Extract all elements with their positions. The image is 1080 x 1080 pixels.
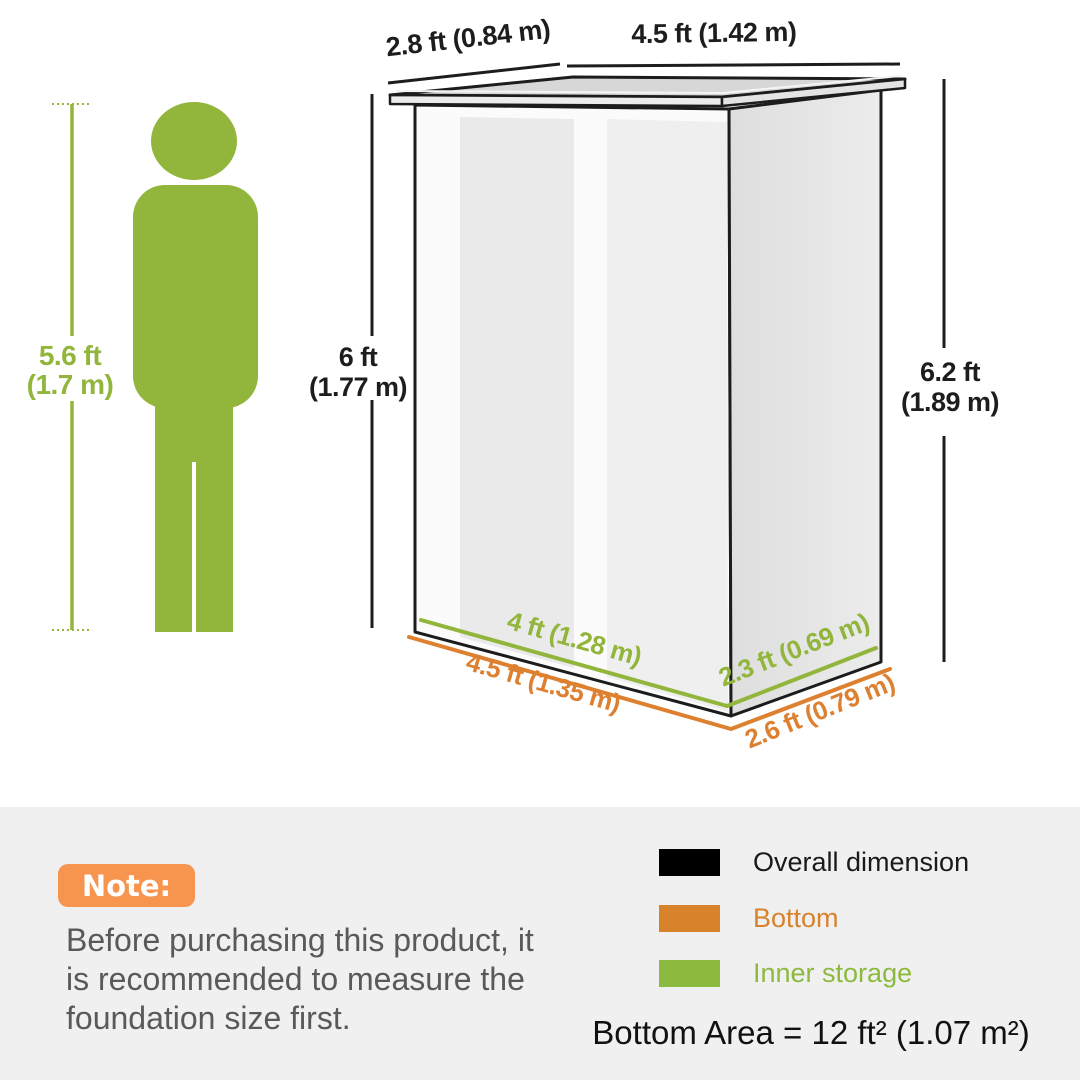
overall-height-label-ft: 6.2 ft (920, 357, 981, 387)
note-line: is recommended to measure the (66, 961, 525, 997)
human-head (151, 102, 237, 180)
shed-dimension-diagram: 5.6 ft (1.7 m) (27, 14, 1000, 754)
bottom-outline (407, 635, 892, 731)
info-panel (0, 807, 1080, 1080)
legend-label-inner-storage: Inner storage (753, 958, 913, 988)
legend-swatch-inner-storage (659, 960, 720, 987)
roof-depth-line (387, 62, 561, 85)
roof-width-label: 4.5 ft (1.42 m) (631, 17, 796, 49)
shed-illustration (388, 75, 907, 731)
note-line: Before purchasing this product, it (66, 922, 534, 958)
legend-swatch-bottom (659, 905, 720, 932)
shed-door-panel (460, 117, 574, 668)
bottom-area-text: Bottom Area = 12 ft² (1.07 m²) (592, 1014, 1030, 1051)
shed-roof-right-fascia (720, 77, 907, 108)
legend-item-bottom: Bottom (659, 903, 839, 933)
note-text: Before purchasing this product, it is re… (66, 921, 566, 1038)
person-height-label-m: (1.7 m) (27, 369, 114, 400)
legend-label-overall-dimension: Overall dimension (753, 847, 970, 877)
legend-swatch-overall-dimension (659, 849, 720, 876)
front-height-label-ft: 6 ft (339, 342, 378, 372)
person-height-measure (52, 103, 92, 631)
roof-width-line (566, 62, 901, 68)
legend-item-inner-storage: Inner storage (659, 958, 913, 988)
legend-label-bottom: Bottom (753, 903, 839, 933)
person-height-label-ft: 5.6 ft (39, 340, 102, 371)
note-badge-label: Note: (81, 868, 172, 903)
human-figure (133, 102, 258, 632)
front-height-label-m: (1.77 m) (309, 372, 407, 402)
note-line: foundation size first. (66, 1000, 351, 1036)
roof-depth-label: 2.8 ft (0.84 m) (384, 14, 551, 62)
shed-roof-highlight (396, 75, 901, 94)
legend-item-overall-dimension: Overall dimension (659, 847, 970, 877)
shed-front-shaded-column (607, 119, 728, 712)
inner-storage-outline (419, 618, 878, 708)
note-badge: Note: (58, 864, 195, 907)
dimension-lines (370, 62, 946, 662)
overall-height-label-m: (1.89 m) (901, 387, 999, 417)
shed-roof-front-fascia (388, 93, 724, 108)
